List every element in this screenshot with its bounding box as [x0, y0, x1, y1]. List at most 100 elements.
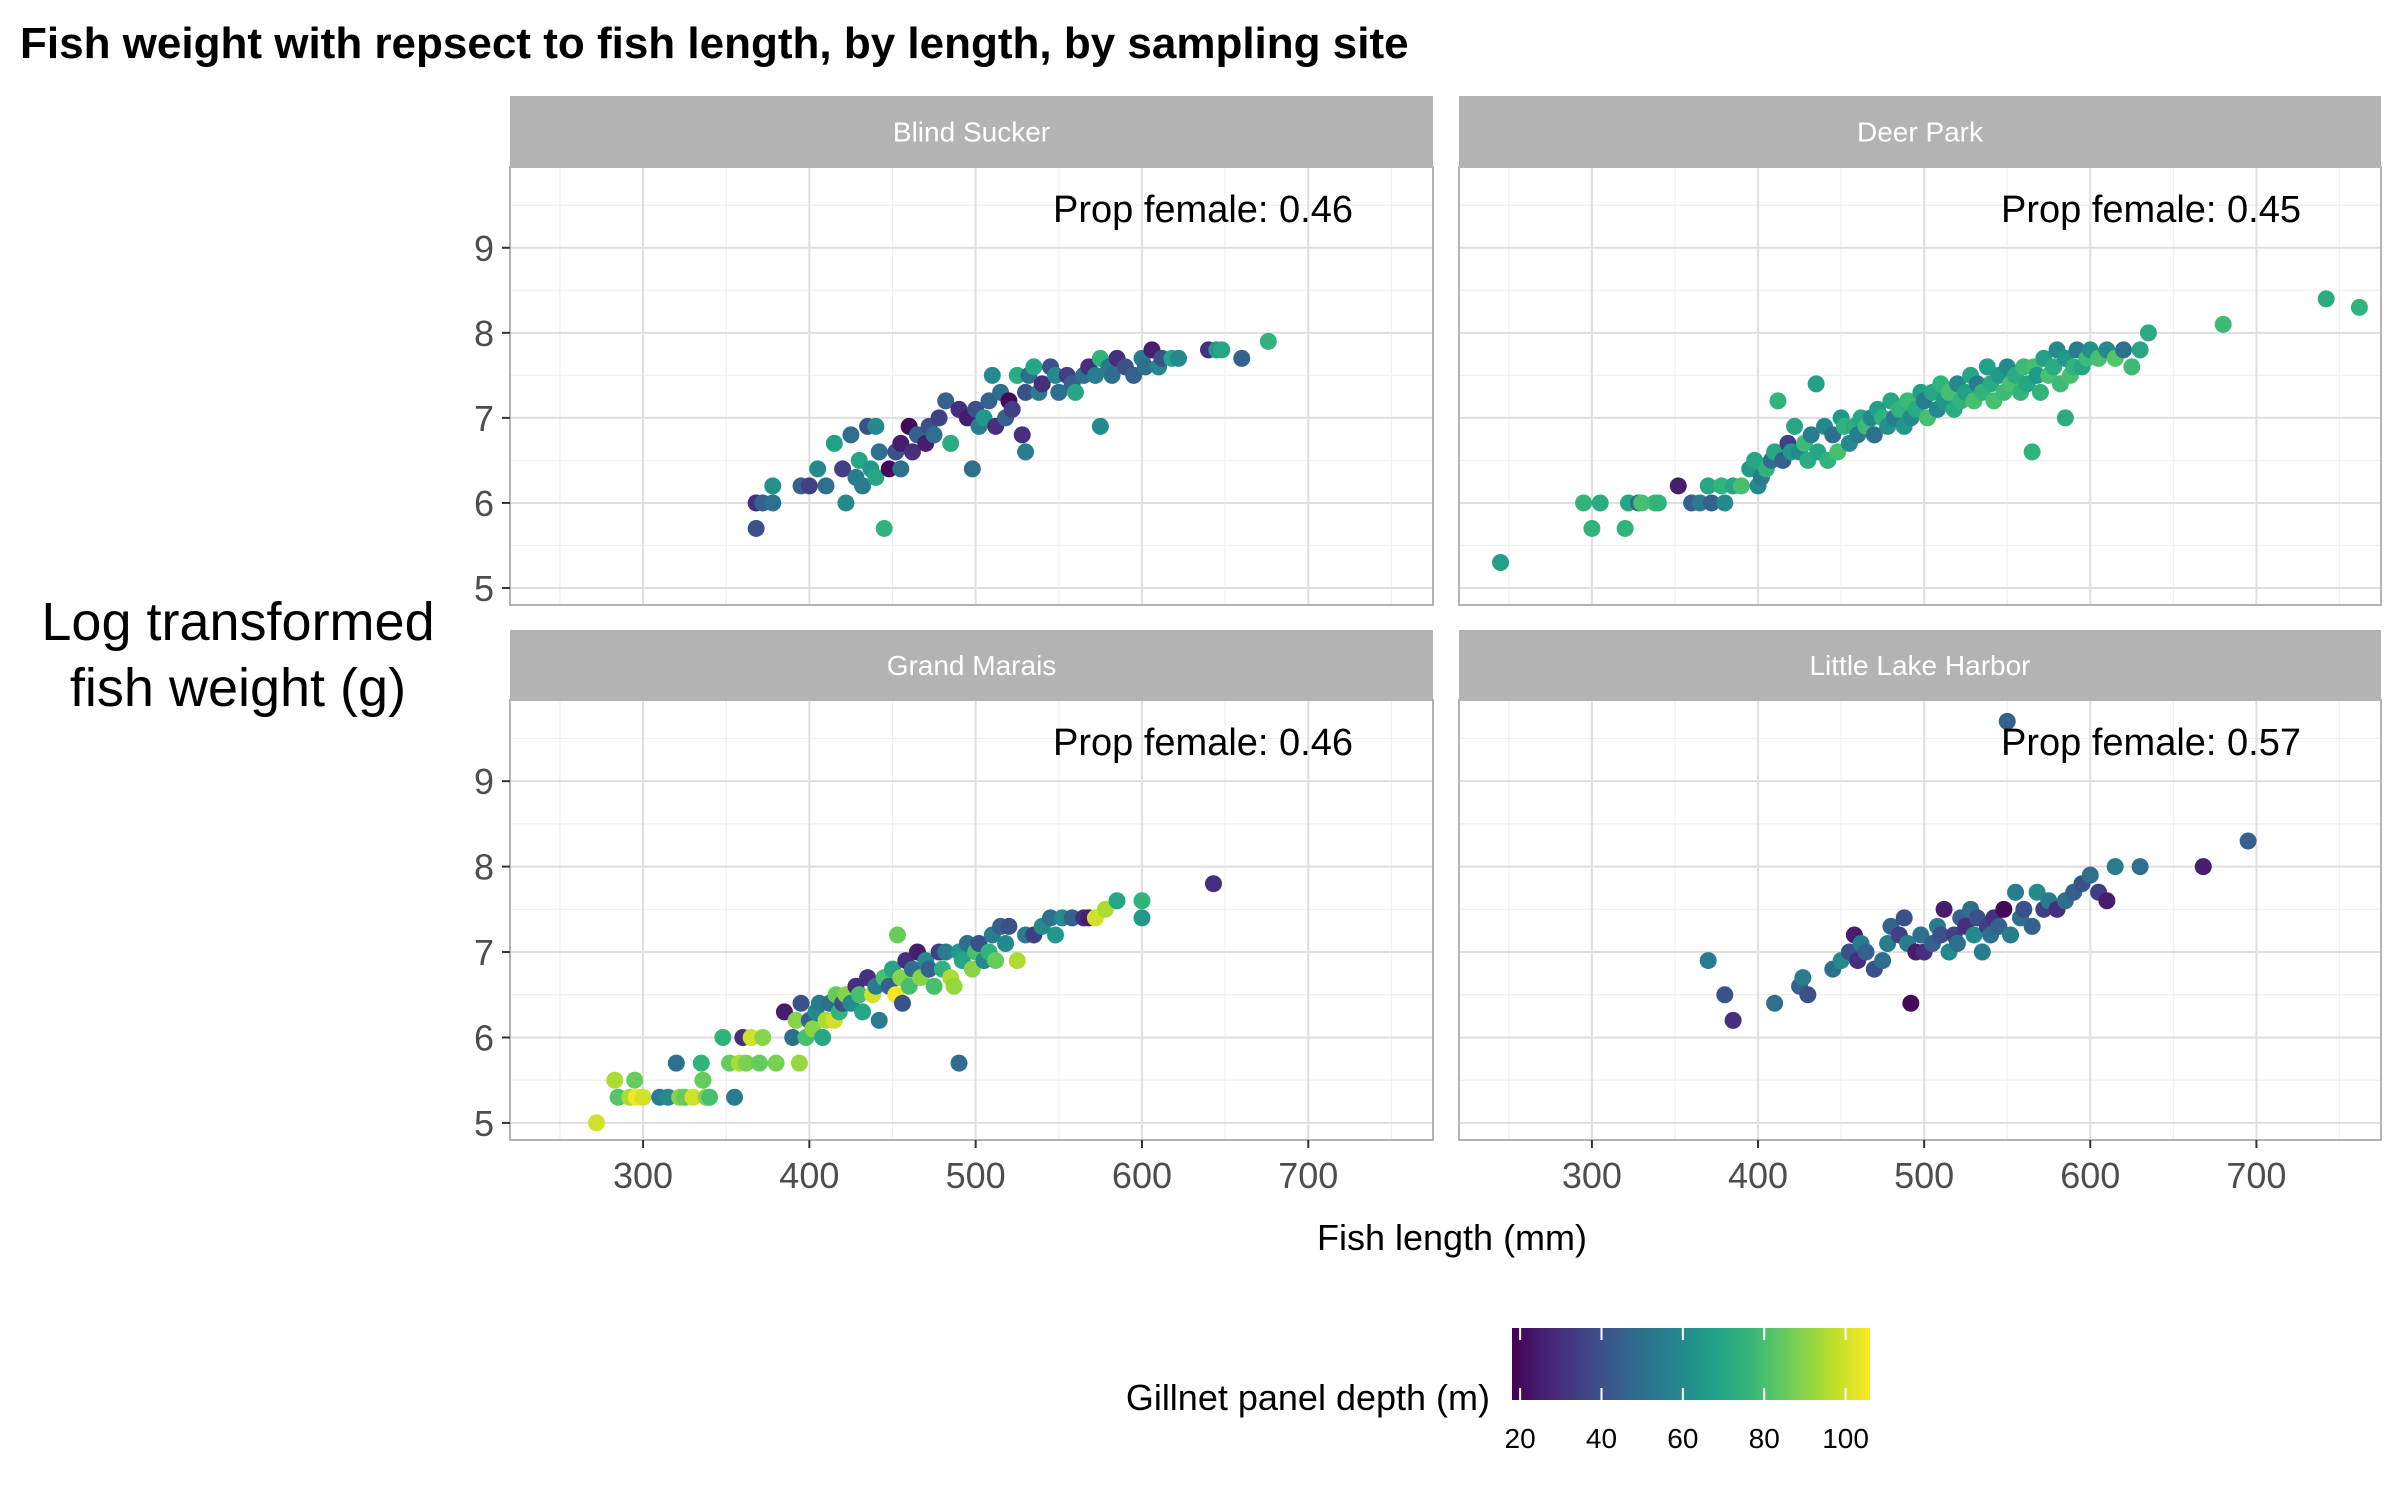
data-point — [1033, 375, 1051, 393]
data-point — [892, 434, 910, 452]
data-point — [634, 1088, 652, 1106]
data-point — [867, 468, 885, 486]
data-point — [2214, 315, 2232, 333]
data-point — [1017, 443, 1035, 461]
data-point — [701, 1088, 719, 1106]
data-point — [1008, 952, 1026, 970]
data-point — [987, 952, 1005, 970]
data-point — [714, 1028, 732, 1046]
data-point — [2350, 298, 2368, 316]
data-point — [787, 1011, 805, 1029]
data-point — [850, 986, 868, 1004]
data-point — [1017, 383, 1035, 401]
data-point — [854, 1003, 872, 1021]
data-point — [667, 1054, 685, 1072]
data-point — [1824, 426, 1842, 444]
data-point — [900, 977, 918, 995]
data-point — [1103, 366, 1121, 384]
data-point — [764, 477, 782, 495]
x-tick-label: 600 — [1112, 1155, 1172, 1196]
data-point — [694, 1071, 712, 1089]
data-point — [975, 409, 993, 427]
data-point — [1013, 426, 1031, 444]
data-point — [2194, 858, 2212, 876]
data-point — [854, 477, 872, 495]
data-point — [1575, 494, 1593, 512]
data-point — [937, 392, 955, 410]
data-point — [942, 434, 960, 452]
data-point — [1699, 477, 1717, 495]
data-point — [880, 460, 898, 478]
data-point — [754, 1028, 772, 1046]
data-point — [2031, 383, 2049, 401]
data-point — [1902, 994, 1920, 1012]
data-point — [1978, 358, 1996, 376]
panel-border — [1458, 699, 2382, 1141]
prop-female-annotation: Prop female: 0.57 — [2001, 722, 2301, 764]
x-tick-label: 300 — [1562, 1155, 1622, 1196]
data-point — [1091, 417, 1109, 435]
data-point — [1050, 383, 1068, 401]
data-point — [1935, 900, 1953, 918]
data-point — [742, 1028, 760, 1046]
y-tick-label: 8 — [474, 313, 494, 354]
data-point — [750, 1054, 768, 1072]
data-point — [870, 1011, 888, 1029]
data-point — [1000, 917, 1018, 935]
x-tick-label: 500 — [946, 1155, 1006, 1196]
data-point — [2098, 892, 2116, 910]
data-point — [837, 494, 855, 512]
data-point — [997, 934, 1015, 952]
panel-border — [509, 699, 1434, 1141]
data-point — [2023, 443, 2041, 461]
data-point — [925, 977, 943, 995]
data-point — [925, 426, 943, 444]
data-point — [1802, 426, 1820, 444]
data-point — [1807, 375, 1825, 393]
y-tick-label: 7 — [474, 398, 494, 439]
data-point — [930, 409, 948, 427]
facet-strip-label: Little Lake Harbor — [1809, 650, 2030, 681]
facet-panel: Deer Park Prop female: 0.45 — [1458, 96, 2382, 606]
data-point — [2123, 358, 2141, 376]
panel-border — [1458, 166, 2382, 606]
data-point — [1669, 477, 1687, 495]
y-tick-label: 9 — [474, 761, 494, 802]
data-point — [1003, 400, 1021, 418]
y-tick-label: 6 — [474, 1017, 494, 1058]
data-point — [980, 392, 998, 410]
data-point — [767, 1054, 785, 1072]
data-point — [950, 1054, 968, 1072]
data-point — [1965, 926, 1983, 944]
data-point — [963, 460, 981, 478]
data-point — [963, 960, 981, 978]
data-point — [587, 1114, 605, 1132]
legend-colorbar — [1512, 1328, 1870, 1400]
x-tick-label: 600 — [2060, 1155, 2120, 1196]
x-tick-label: 700 — [2226, 1155, 2286, 1196]
data-point — [1136, 358, 1154, 376]
legend-tick-label: 60 — [1667, 1423, 1698, 1454]
y-tick-label: 6 — [474, 483, 494, 524]
data-point — [920, 960, 938, 978]
data-point — [1932, 926, 1950, 944]
data-point — [2106, 858, 2124, 876]
data-point — [1746, 451, 1764, 469]
data-point — [867, 417, 885, 435]
data-point — [2131, 858, 2149, 876]
data-point — [1857, 943, 1875, 961]
data-point — [2081, 866, 2099, 884]
data-point — [1125, 366, 1143, 384]
data-point — [1829, 443, 1847, 461]
data-point — [1699, 952, 1717, 970]
data-point — [784, 1028, 802, 1046]
data-point — [684, 1088, 702, 1106]
data-point — [1874, 952, 1892, 970]
data-point — [1786, 417, 1804, 435]
facet-strip — [1459, 630, 2381, 700]
data-point — [2239, 832, 2257, 850]
legend-tick-label: 80 — [1749, 1423, 1780, 1454]
facet-panel: Grand Marais Prop female: 0.46 5 6 7 8 9 300 400… — [474, 630, 1434, 1196]
data-point — [1995, 900, 2013, 918]
